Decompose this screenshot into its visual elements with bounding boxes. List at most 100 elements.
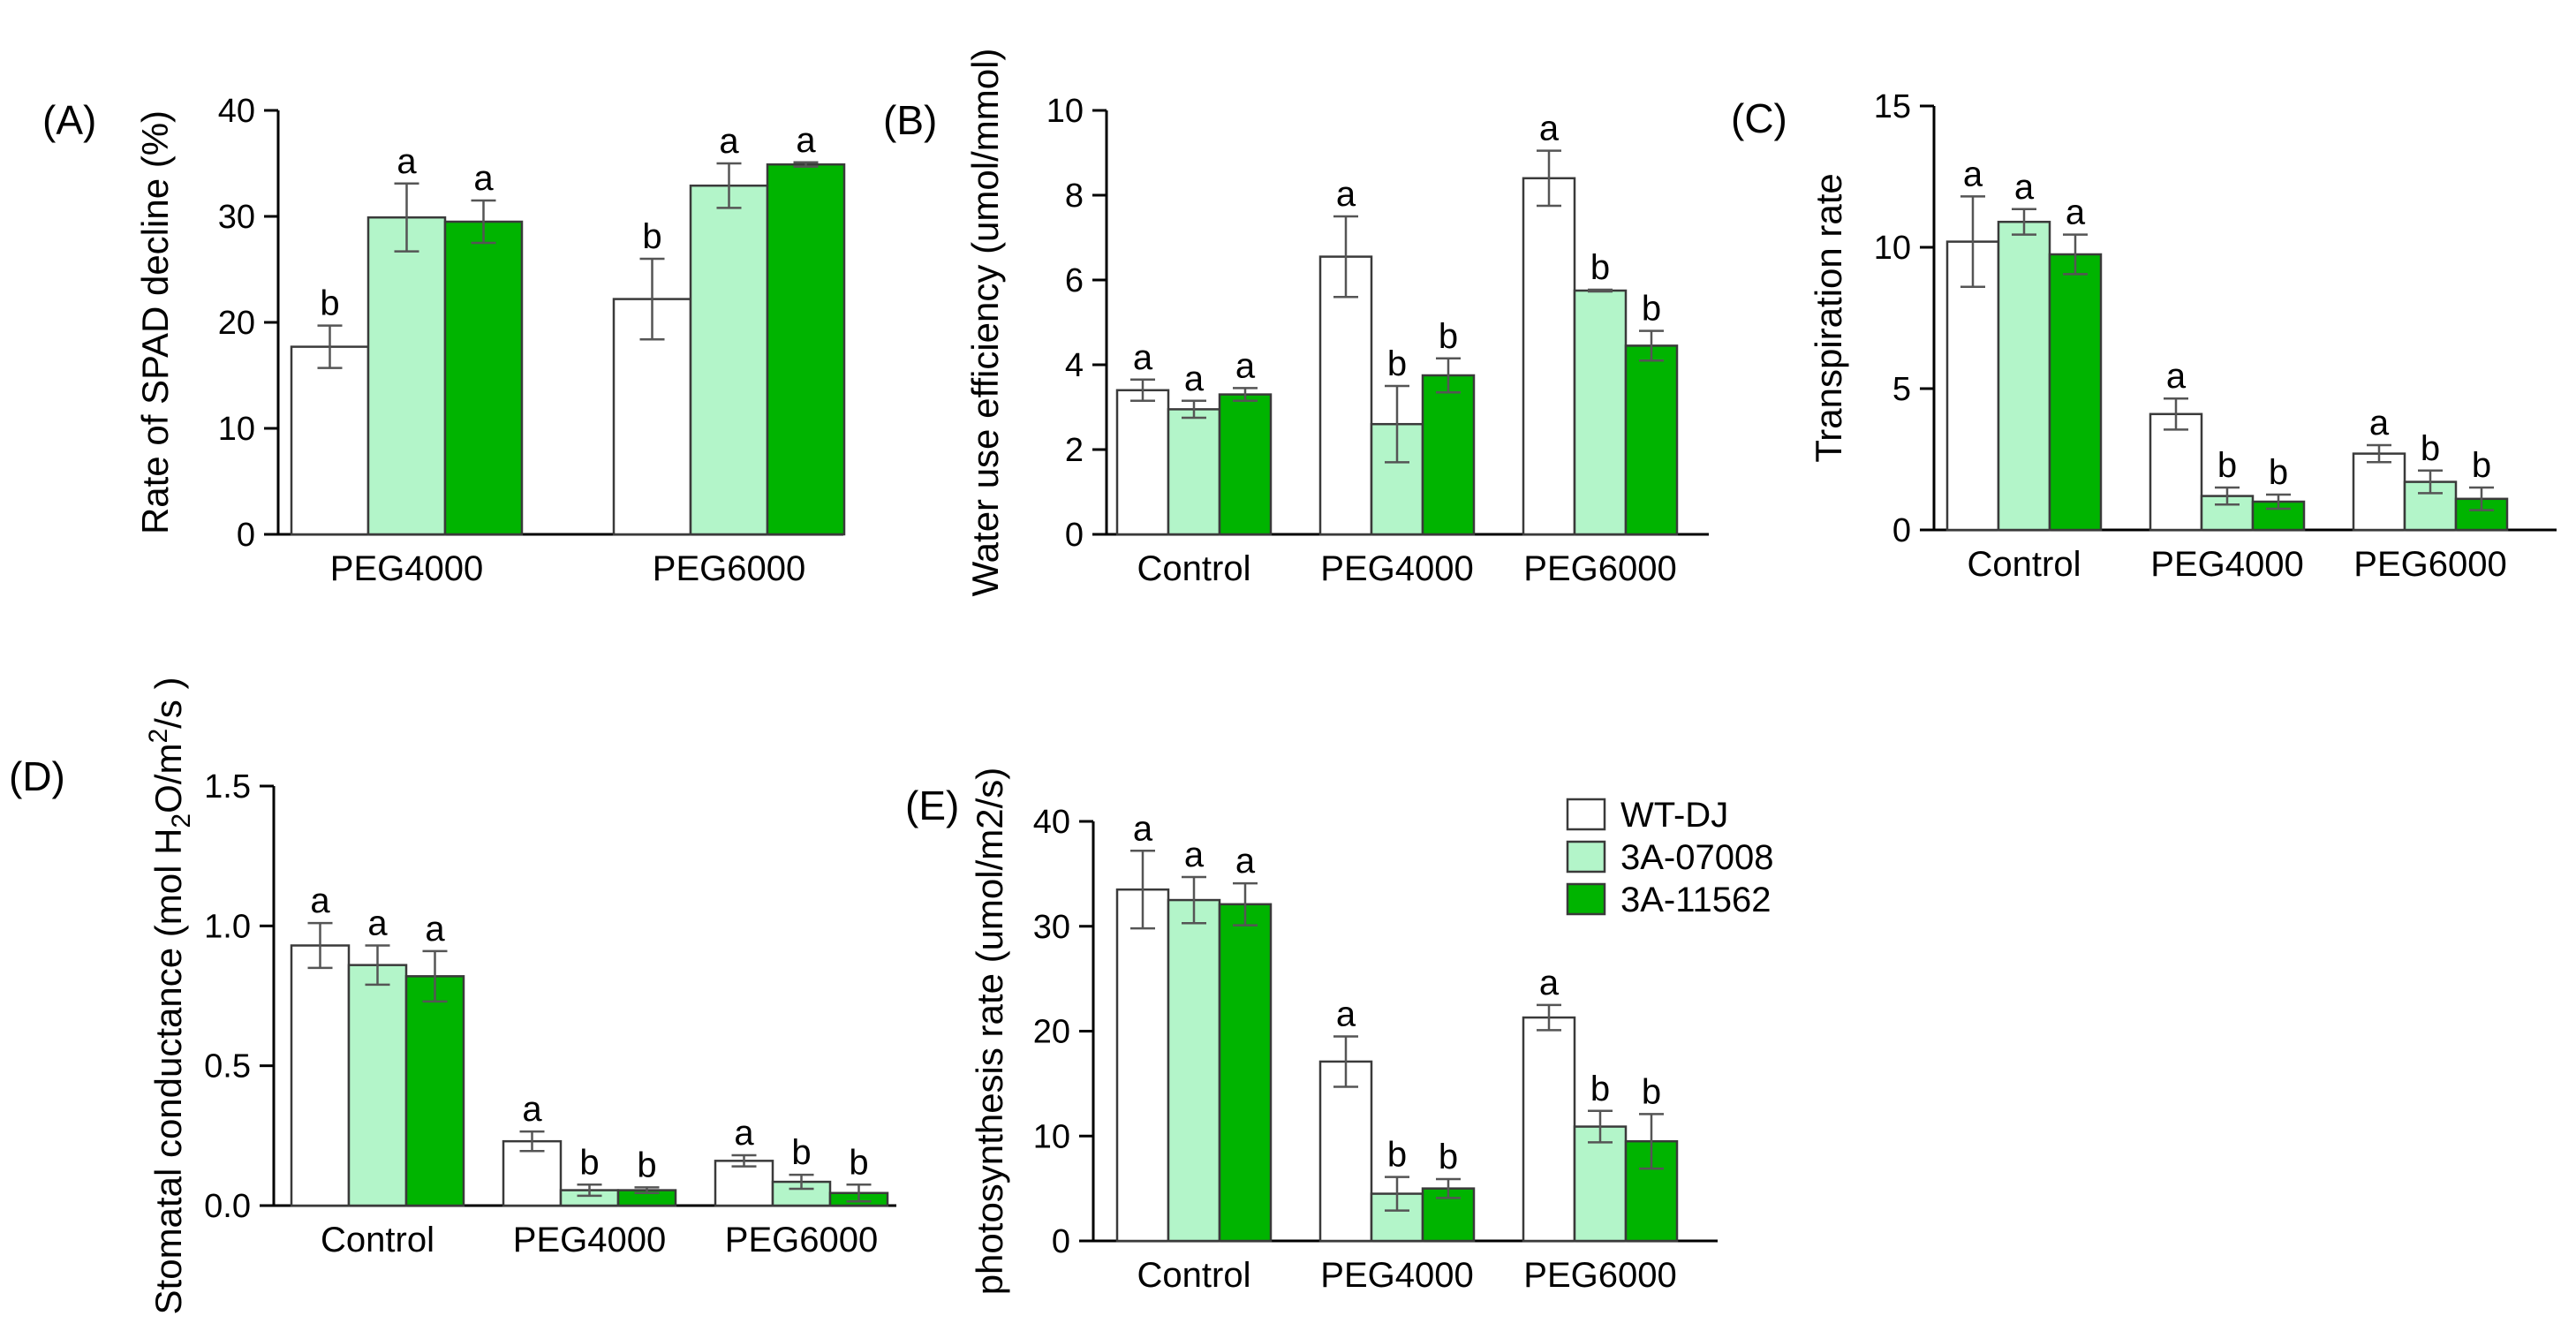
- bar-b-peg4000-wt-dj: [1318, 255, 1373, 536]
- panel-e: (E) 0 10 20 30 40 photosynthesis rate (umol/m2…: [905, 768, 1718, 1296]
- significance-letter-c: a: [1963, 155, 1983, 193]
- bar-b-peg6000-wt-dj: [1522, 177, 1576, 536]
- category-label-d: PEG6000: [725, 1221, 878, 1259]
- bar-d-peg6000-wt-dj: [714, 1160, 774, 1207]
- bar-a-peg4000-3a-07008: [366, 216, 447, 536]
- y-axis-label-e: photosynthesis rate (umol/m2/s): [969, 768, 1010, 1296]
- category-label-d: Control: [321, 1221, 434, 1259]
- significance-letter-b: a: [1133, 338, 1153, 377]
- category-label-c: PEG6000: [2353, 545, 2506, 584]
- bar-c-control-wt-dj: [1945, 240, 2000, 532]
- significance-letter-d: a: [522, 1090, 542, 1129]
- significance-letter-e: a: [1336, 994, 1356, 1033]
- significance-letter-d: b: [849, 1143, 868, 1182]
- legend-label: WT-DJ: [1620, 796, 1728, 835]
- y-tick-label-d: 0.0: [204, 1188, 251, 1225]
- y-tick-label-e: 40: [1033, 804, 1070, 841]
- significance-letter-a: a: [719, 122, 739, 161]
- y-tick-label-b: 2: [1065, 432, 1084, 469]
- panel-label-d: (D): [9, 753, 65, 799]
- significance-letter-d: b: [579, 1143, 599, 1182]
- bar-e-control-3a-11562: [1218, 903, 1273, 1243]
- significance-letter-b: b: [1590, 248, 1610, 287]
- y-tick-label-b: 10: [1046, 93, 1084, 130]
- significance-letter-a: b: [320, 284, 339, 323]
- bar-a-peg6000-wt-dj: [612, 298, 692, 536]
- bar-b-control-wt-dj: [1115, 389, 1170, 536]
- significance-letter-b: a: [1336, 175, 1356, 214]
- significance-letter-a: a: [473, 159, 494, 198]
- y-axis-label-b: Water use efficiency (umol/mmol): [964, 49, 1006, 597]
- bar-b-control-3a-11562: [1218, 393, 1273, 536]
- y-tick-label-e: 0: [1052, 1223, 1070, 1260]
- y-tick-label-d: 1.5: [204, 768, 251, 805]
- bar-b-peg6000-3a-11562: [1624, 344, 1679, 536]
- bar-a-peg6000-3a-11562: [766, 163, 846, 536]
- panel-b: (B) 0 2 4 6 8 10 Water use efficiency (umol/mmo…: [883, 49, 1709, 597]
- significance-letter-c: a: [2066, 193, 2086, 232]
- significance-letter-a: b: [642, 217, 661, 256]
- significance-letter-e: b: [1387, 1136, 1407, 1175]
- y-tick-label-c: 10: [1874, 230, 1911, 267]
- category-label-b: Control: [1137, 549, 1251, 588]
- significance-letter-c: a: [2014, 168, 2035, 207]
- bar-d-control-3a-11562: [404, 975, 465, 1207]
- panel-label-b: (B): [883, 97, 937, 143]
- bar-d-control-wt-dj: [290, 944, 351, 1207]
- bar-c-control-3a-07008: [1997, 220, 2051, 532]
- category-label-d: PEG4000: [513, 1221, 666, 1259]
- category-label-c: PEG4000: [2150, 545, 2303, 584]
- y-tick-label-a: 20: [218, 305, 255, 342]
- category-label-e: PEG4000: [1320, 1256, 1473, 1295]
- legend-label: 3A-11562: [1620, 881, 1771, 919]
- legend-swatch: [1566, 882, 1606, 916]
- y-tick-label-a: 30: [218, 199, 255, 236]
- y-axis-label-c: Transpiration rate: [1808, 173, 1849, 463]
- category-label-b: PEG6000: [1523, 549, 1676, 588]
- significance-letter-c: a: [2369, 404, 2390, 442]
- significance-letter-e: a: [1184, 836, 1205, 874]
- y-tick-label-b: 4: [1065, 347, 1084, 384]
- significance-letter-c: b: [2269, 453, 2288, 492]
- significance-letter-e: b: [1642, 1072, 1661, 1111]
- category-label-c: Control: [1968, 545, 2081, 584]
- bar-b-peg6000-3a-07008: [1573, 289, 1628, 536]
- bar-a-peg6000-3a-07008: [689, 184, 769, 536]
- category-label-a: PEG4000: [330, 549, 483, 588]
- significance-letter-b: a: [1539, 110, 1560, 148]
- y-tick-label-a: 0: [237, 517, 255, 554]
- y-tick-label-a: 40: [218, 93, 255, 130]
- significance-letter-b: b: [1439, 317, 1458, 356]
- bar-e-control-3a-07008: [1167, 898, 1221, 1243]
- significance-letter-e: b: [1590, 1070, 1610, 1108]
- significance-letter-d: a: [425, 910, 445, 949]
- y-tick-label-d: 1.0: [204, 908, 251, 945]
- panel-label-a: (A): [42, 97, 96, 143]
- category-label-e: PEG6000: [1523, 1256, 1676, 1295]
- significance-letter-d: a: [734, 1114, 754, 1153]
- y-tick-label-c: 15: [1874, 88, 1911, 125]
- bar-e-peg6000-wt-dj: [1522, 1016, 1576, 1243]
- significance-letter-a: a: [796, 121, 816, 160]
- y-tick-label-c: 5: [1892, 371, 1911, 408]
- significance-letter-b: b: [1387, 344, 1407, 383]
- significance-letter-b: a: [1235, 346, 1256, 385]
- significance-letter-c: b: [2472, 446, 2491, 485]
- significance-letter-d: b: [637, 1146, 656, 1184]
- bar-e-peg4000-wt-dj: [1318, 1060, 1373, 1243]
- significance-letter-d: b: [791, 1133, 811, 1172]
- y-tick-label-b: 0: [1065, 517, 1084, 554]
- significance-letter-e: a: [1539, 964, 1560, 1002]
- y-tick-label-b: 6: [1065, 262, 1084, 299]
- bar-e-control-wt-dj: [1115, 888, 1170, 1243]
- significance-letter-b: a: [1184, 359, 1205, 398]
- legend-swatch: [1566, 798, 1606, 831]
- significance-letter-c: b: [2217, 446, 2237, 485]
- significance-letter-d: a: [310, 881, 330, 920]
- bar-d-control-3a-07008: [347, 964, 408, 1207]
- y-tick-label-e: 10: [1033, 1118, 1070, 1155]
- bar-c-peg6000-wt-dj: [2352, 452, 2406, 532]
